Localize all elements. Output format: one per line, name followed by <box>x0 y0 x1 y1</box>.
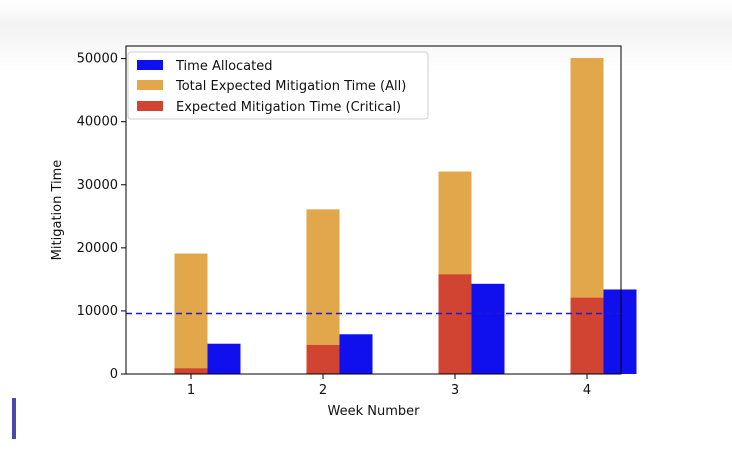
legend-label-time-allocated: Time Allocated <box>175 59 272 74</box>
bar-critical-week-3 <box>438 274 472 374</box>
bar-time-allocated-week-2 <box>339 334 373 374</box>
x-ticks: 1 2 3 4 <box>187 374 591 398</box>
y-tick-label-40000: 40000 <box>77 115 118 130</box>
bar-time-allocated-week-4 <box>603 289 637 374</box>
y-tick-label-50000: 50000 <box>77 52 118 67</box>
legend-box <box>127 51 429 120</box>
bar-critical-week-4 <box>570 297 604 374</box>
x-tick-label-4: 4 <box>583 383 591 398</box>
y-tick-label-10000: 10000 <box>77 304 118 319</box>
legend-swatch-time-allocated <box>137 60 163 70</box>
y-ticks: 0 10000 20000 30000 40000 50000 <box>77 52 126 382</box>
legend-label-total-expected: Total Expected Mitigation Time (All) <box>175 79 406 94</box>
bar-critical-week-1 <box>174 368 208 374</box>
x-tick-label-1: 1 <box>187 383 195 398</box>
y-tick-label-0: 0 <box>110 367 118 382</box>
y-tick-label-20000: 20000 <box>77 241 118 256</box>
legend-swatch-total-expected <box>137 80 163 90</box>
bar-time-allocated-week-1 <box>207 343 241 374</box>
legend-label-critical: Expected Mitigation Time (Critical) <box>176 100 401 115</box>
legend-swatch-critical <box>137 101 163 111</box>
side-accent-bar <box>12 398 16 439</box>
y-tick-label-30000: 30000 <box>77 178 118 193</box>
y-axis-label: Mitigation Time <box>50 160 65 261</box>
x-tick-label-2: 2 <box>319 383 327 398</box>
bar-critical-week-2 <box>306 344 340 374</box>
axes-frame <box>125 45 622 375</box>
x-axis-label: Week Number <box>328 404 421 419</box>
bars-layer <box>174 57 637 374</box>
bar-time-allocated-week-3 <box>471 283 505 374</box>
x-tick-label-3: 3 <box>451 383 459 398</box>
legend: Time Allocated Total Expected Mitigation… <box>127 51 429 120</box>
